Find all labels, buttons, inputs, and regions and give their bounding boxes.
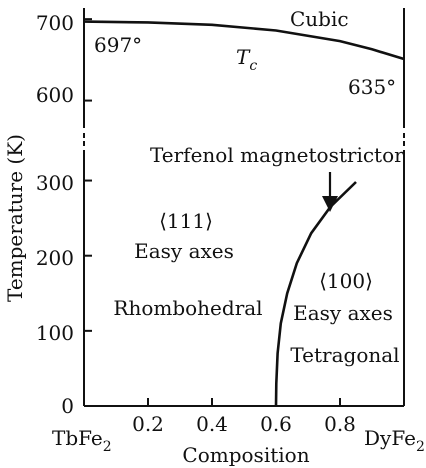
terfenol-arrow-head	[322, 196, 338, 212]
tc-curve-label: Tc	[236, 45, 257, 74]
x-tick-0-4: 0.4	[196, 412, 228, 436]
tetragonal-label: Tetragonal	[290, 343, 399, 367]
x-end-label-left: TbFe2	[52, 426, 112, 455]
tetragonal-direction: ⟨100⟩	[319, 269, 373, 293]
x-end-label-right: DyFe2	[364, 426, 425, 455]
tc-right-value: 635°	[348, 75, 396, 99]
tetragonal-easy-axes: Easy axes	[293, 301, 393, 325]
rhombohedral-label: Rhombohedral	[113, 296, 262, 320]
rhombohedral-direction: ⟨111⟩	[159, 209, 213, 233]
y-axis-title: Temperature (K)	[3, 134, 27, 302]
y-tick-700: 700	[36, 11, 74, 35]
terfenol-label: Terfenol magnetostrictor	[150, 143, 404, 167]
y-tick-600: 600	[36, 83, 74, 107]
spin-reorientation-curve	[274, 181, 357, 407]
curie-temperature-curve	[83, 20, 405, 61]
cubic-region-label: Cubic	[290, 7, 349, 31]
x-tick-0-2: 0.2	[132, 412, 164, 436]
y-tick-200: 200	[36, 246, 74, 270]
y-tick-100: 100	[36, 321, 74, 345]
y-tick-0: 0	[61, 394, 74, 418]
tc-left-value: 697°	[94, 33, 142, 57]
axis-break-marks	[83, 133, 405, 146]
x-axis-title: Composition	[182, 443, 309, 467]
rhombohedral-easy-axes: Easy axes	[134, 239, 234, 263]
x-tick-0-8: 0.8	[324, 412, 356, 436]
x-tick-0-6: 0.6	[260, 412, 292, 436]
y-tick-300: 300	[36, 171, 74, 195]
